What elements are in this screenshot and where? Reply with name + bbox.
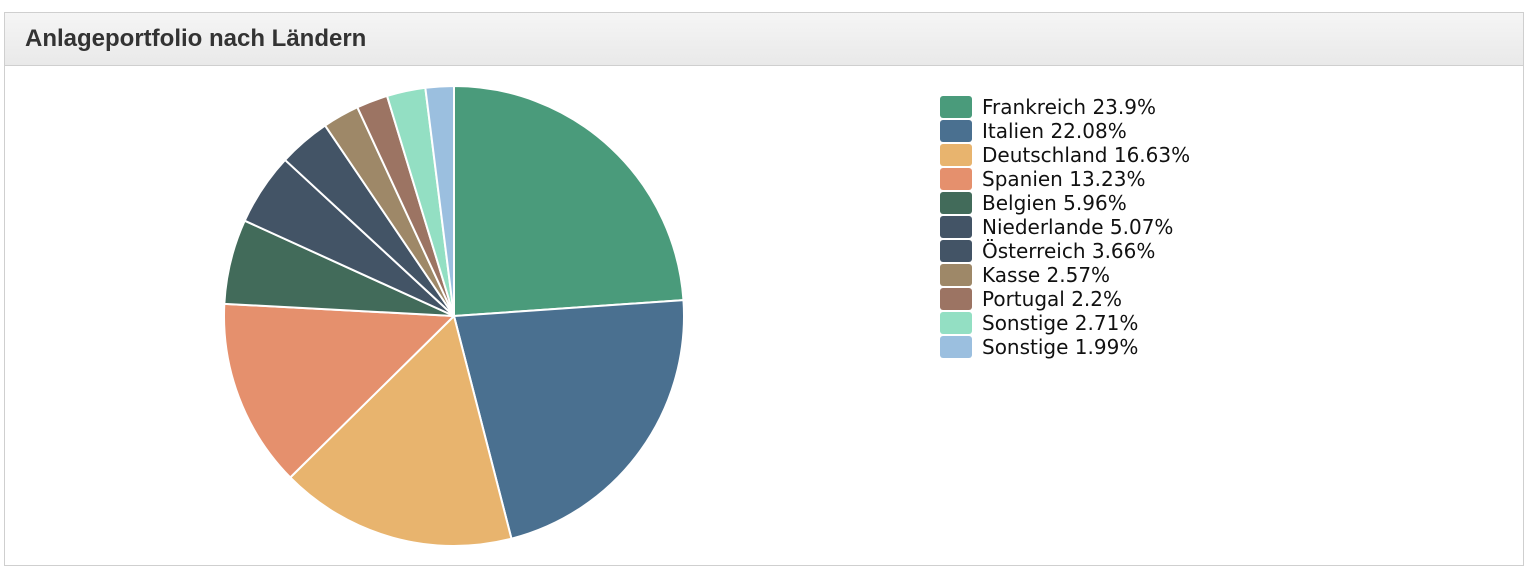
pie-slice-10[interactable]	[424, 85, 455, 317]
legend-label-7: Kasse 2.57%	[982, 263, 1110, 287]
pie-slice-2[interactable]	[289, 315, 513, 547]
legend-label-8: Portugal 2.2%	[982, 287, 1122, 311]
legend-swatch-7	[940, 264, 972, 286]
legend-swatch-1	[940, 120, 972, 142]
legend-swatch-9	[940, 312, 972, 334]
legend-label-6: Österreich 3.66%	[982, 239, 1155, 263]
legend-label-1: Italien 22.08%	[982, 119, 1127, 143]
legend: Frankreich 23.9%Italien 22.08%Deutschlan…	[940, 95, 1190, 359]
legend-label-0: Frankreich 23.9%	[982, 95, 1156, 119]
panel-title: Anlageportfolio nach Ländern	[25, 25, 367, 52]
pie-slices	[223, 85, 685, 547]
legend-swatch-3	[940, 168, 972, 190]
legend-swatch-6	[940, 240, 972, 262]
legend-swatch-2	[940, 144, 972, 166]
legend-label-3: Spanien 13.23%	[982, 167, 1145, 191]
legend-label-4: Belgien 5.96%	[982, 191, 1127, 215]
legend-label-9: Sonstige 2.71%	[982, 311, 1138, 335]
legend-swatch-5	[940, 216, 972, 238]
pie-slice-1[interactable]	[453, 299, 685, 540]
legend-label-10: Sonstige 1.99%	[982, 335, 1138, 359]
legend-label-5: Niederlande 5.07%	[982, 215, 1173, 239]
legend-swatch-8	[940, 288, 972, 310]
panel-header: Anlageportfolio nach Ländern	[5, 13, 1523, 66]
pie-slice-0[interactable]	[453, 85, 685, 317]
legend-swatch-0	[940, 96, 972, 118]
pie-slice-3[interactable]	[223, 302, 455, 479]
legend-label-2: Deutschland 16.63%	[982, 143, 1190, 167]
legend-swatch-10	[940, 336, 972, 358]
legend-swatch-4	[940, 192, 972, 214]
